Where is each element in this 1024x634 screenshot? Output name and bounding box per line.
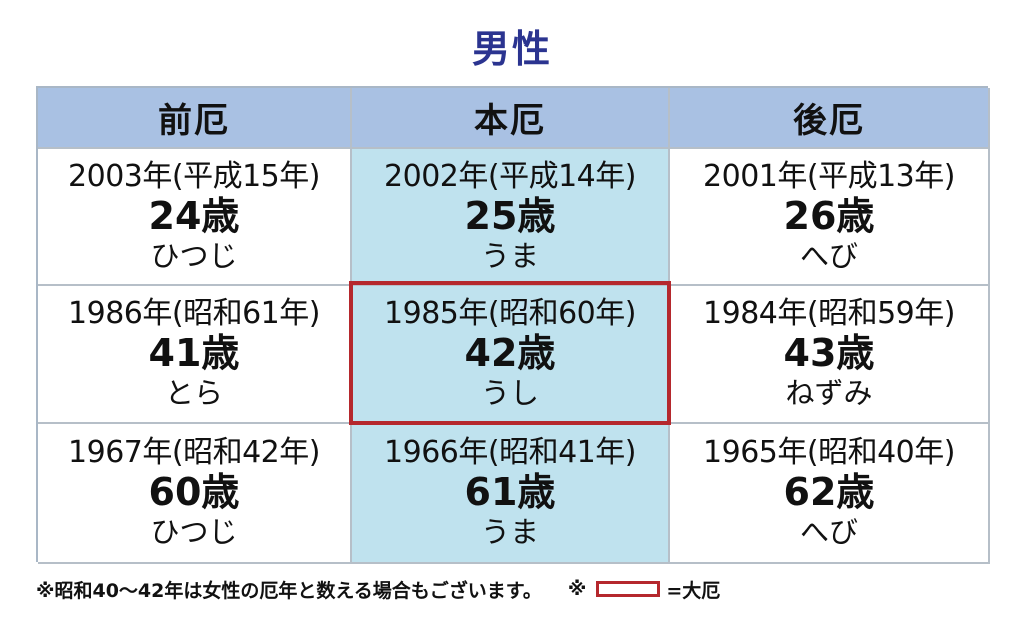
table-cell: 2003年(平成15年) 24歳 ひつじ <box>38 149 352 286</box>
zodiac: とら <box>164 376 223 410</box>
birth-year: 1985年(昭和60年) <box>384 296 636 331</box>
legend-label: =大厄 <box>666 579 721 602</box>
age: 25歳 <box>464 193 556 238</box>
zodiac: へび <box>799 238 858 273</box>
table-cell: 1965年(昭和40年) 62歳 へび <box>670 424 990 564</box>
zodiac: ひつじ <box>150 515 238 549</box>
age: 61歳 <box>464 470 556 514</box>
zodiac: へび <box>799 515 858 549</box>
age: 62歳 <box>783 470 875 514</box>
table-cell: 1966年(昭和41年) 61歳 うま <box>352 424 670 564</box>
header-zenyaku: 前厄 <box>38 88 352 149</box>
birth-year: 1986年(昭和61年) <box>68 296 320 331</box>
zodiac: ひつじ <box>150 238 238 273</box>
birth-year: 1984年(昭和59年) <box>703 296 955 331</box>
birth-year: 1967年(昭和42年) <box>68 435 320 470</box>
table-cell: 2001年(平成13年) 26歳 へび <box>670 149 990 286</box>
zodiac: うし <box>480 376 539 410</box>
age: 24歳 <box>148 193 240 238</box>
age: 41歳 <box>148 331 240 375</box>
birth-year: 2002年(平成14年) <box>384 158 636 194</box>
zodiac: うま <box>480 515 539 549</box>
zodiac: ねずみ <box>785 376 873 410</box>
birth-year: 1966年(昭和41年) <box>384 435 636 470</box>
table-cell: 1986年(昭和61年) 41歳 とら <box>38 286 352 424</box>
birth-year: 1965年(昭和40年) <box>703 435 955 470</box>
table-cell: 1984年(昭和59年) 43歳 ねずみ <box>670 286 990 424</box>
birth-year: 2003年(平成15年) <box>68 158 320 194</box>
age: 42歳 <box>464 331 556 375</box>
footer-note: ※昭和40〜42年は女性の厄年と数える場合もございます。 ※ =大厄 <box>36 572 720 606</box>
zodiac: うま <box>480 238 539 273</box>
table-cell: 1967年(昭和42年) 60歳 ひつじ <box>38 424 352 564</box>
yakudoshi-table: 前厄 本厄 後厄 2003年(平成15年) 24歳 ひつじ 2002年(平成14… <box>36 86 990 564</box>
header-atoyaku: 後厄 <box>670 88 990 149</box>
birth-year: 2001年(平成13年) <box>703 158 955 194</box>
table-cell: 2002年(平成14年) 25歳 うま <box>352 149 670 286</box>
age: 60歳 <box>148 470 240 514</box>
page-title: 男性 <box>471 27 552 71</box>
age: 43歳 <box>783 331 875 375</box>
taiyaku-legend-swatch <box>596 581 661 597</box>
age: 26歳 <box>783 193 875 238</box>
footer-note-text: ※昭和40〜42年は女性の厄年と数える場合もございます。 <box>36 579 542 602</box>
table-cell: 1985年(昭和60年) 42歳 うし <box>352 286 670 424</box>
footer-mark: ※ <box>567 578 587 600</box>
header-honyaku: 本厄 <box>352 88 670 149</box>
